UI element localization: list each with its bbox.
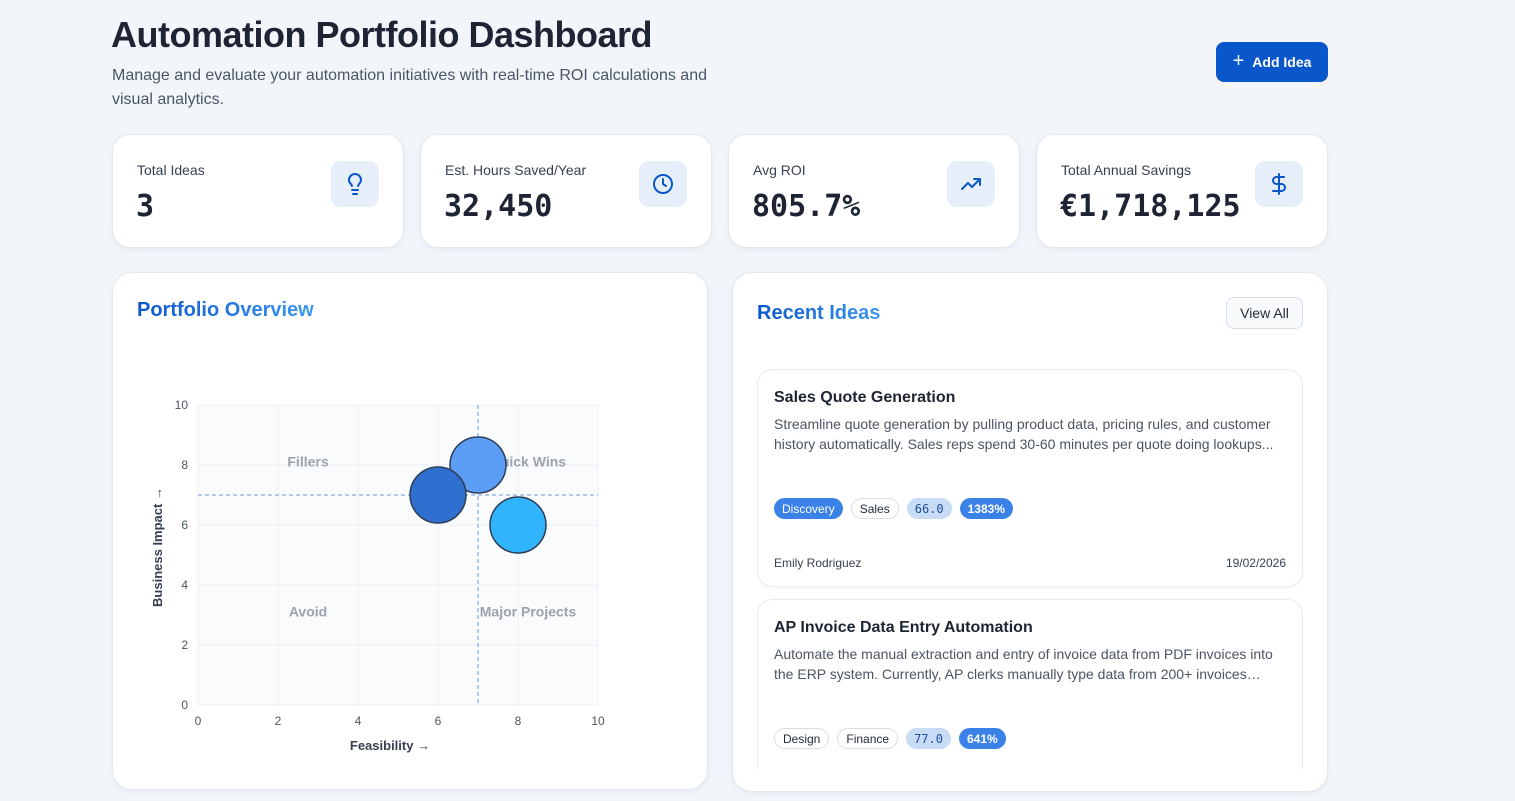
stat-card-hours-saved: Est. Hours Saved/Year 32,450: [420, 134, 712, 248]
idea-date: 19/02/2026: [1225, 556, 1286, 570]
stat-value: €1,718,125: [1060, 189, 1241, 224]
idea-card[interactable]: Sales Quote Generation Streamline quote …: [757, 369, 1303, 587]
portfolio-panel: Portfolio Overview 0 2 4 6 8 10 0 2 4 6 8 10 Fillers…: [112, 272, 708, 790]
stat-label: Est. Hours Saved/Year: [445, 162, 587, 178]
idea-tags: Design Finance 77.0 641%: [774, 728, 1006, 749]
idea-description: Automate the manual extraction and entry…: [774, 646, 1273, 682]
lightbulb-icon: [331, 161, 379, 207]
portfolio-title: Portfolio Overview: [137, 299, 314, 321]
idea-title: Sales Quote Generation: [774, 389, 956, 406]
view-all-button[interactable]: View All: [1226, 297, 1303, 329]
y-tick-label: 4: [181, 578, 188, 592]
x-tick-label: 10: [591, 714, 605, 728]
portfolio-chart: 0 2 4 6 8 10 0 2 4 6 8 10 Fillers Quick Wins Avoid Majo…: [150, 398, 605, 753]
trending-up-icon: [947, 161, 995, 207]
idea-title: AP Invoice Data Entry Automation: [774, 619, 1033, 636]
x-tick-label: 6: [435, 714, 442, 728]
idea-tags: Discovery Sales 66.0 1383%: [774, 498, 1013, 519]
clock-icon: [639, 161, 687, 207]
stat-card-avg-roi: Avg ROI 805.7%: [728, 134, 1020, 248]
x-tick-label: 2: [275, 714, 282, 728]
y-tick-label: 2: [181, 638, 188, 652]
stat-card-annual-savings: Total Annual Savings €1,718,125: [1036, 134, 1328, 248]
quadrant-label: Avoid: [289, 604, 327, 620]
department-badge: Finance: [837, 728, 899, 749]
plus-icon: +: [1232, 50, 1245, 72]
plot-area: [198, 405, 598, 705]
score-badge: 77.0: [906, 728, 951, 749]
bubble-point: [409, 466, 467, 524]
stat-card-total-ideas: Total Ideas 3: [112, 134, 404, 248]
bubble-point: [489, 496, 547, 554]
x-axis-label: Feasibility →: [350, 738, 430, 753]
y-tick-label: 6: [181, 518, 188, 532]
quadrant-label: Major Projects: [480, 604, 577, 620]
department-badge: Sales: [850, 498, 899, 519]
idea-card[interactable]: AP Invoice Data Entry Automation Automat…: [757, 599, 1303, 769]
stat-value: 805.7%: [752, 189, 861, 224]
idea-list: Sales Quote Generation Streamline quote …: [757, 369, 1303, 769]
idea-author: Emily Rodriguez: [774, 556, 862, 570]
roi-badge: 641%: [958, 728, 1006, 749]
status-badge: Design: [774, 728, 830, 749]
y-tick-label: 0: [181, 698, 188, 712]
page-title: Automation Portfolio Dashboard: [111, 14, 652, 55]
roi-badge: 1383%: [959, 498, 1013, 519]
add-idea-label: Add Idea: [1252, 54, 1312, 70]
stat-value: 3: [136, 189, 155, 224]
idea-description: Streamline quote generation by pulling p…: [774, 416, 1274, 452]
page-subtitle: Manage and evaluate your automation init…: [112, 67, 707, 108]
score-badge: 66.0: [906, 498, 952, 519]
x-tick-label: 4: [355, 714, 362, 728]
stat-value: 32,450: [444, 189, 553, 224]
recent-ideas-title: Recent Ideas: [757, 302, 881, 324]
stat-label: Total Annual Savings: [1061, 162, 1191, 178]
y-tick-label: 8: [181, 458, 188, 472]
stat-label: Avg ROI: [753, 162, 806, 178]
y-tick-label: 10: [175, 398, 189, 412]
recent-ideas-panel: Recent Ideas View All Sales Quote Genera…: [732, 272, 1328, 792]
quadrant-label: Quick Wins: [490, 454, 566, 470]
y-axis-label: Business Impact →: [150, 487, 165, 607]
stat-label: Total Ideas: [137, 162, 205, 178]
status-badge: Discovery: [774, 498, 843, 519]
x-tick-label: 0: [195, 714, 202, 728]
add-idea-button[interactable]: + Add Idea: [1216, 42, 1328, 82]
quadrant-label: Fillers: [287, 454, 328, 470]
x-tick-label: 8: [515, 714, 522, 728]
dollar-icon: [1255, 161, 1303, 207]
bubble-point: [449, 436, 507, 494]
